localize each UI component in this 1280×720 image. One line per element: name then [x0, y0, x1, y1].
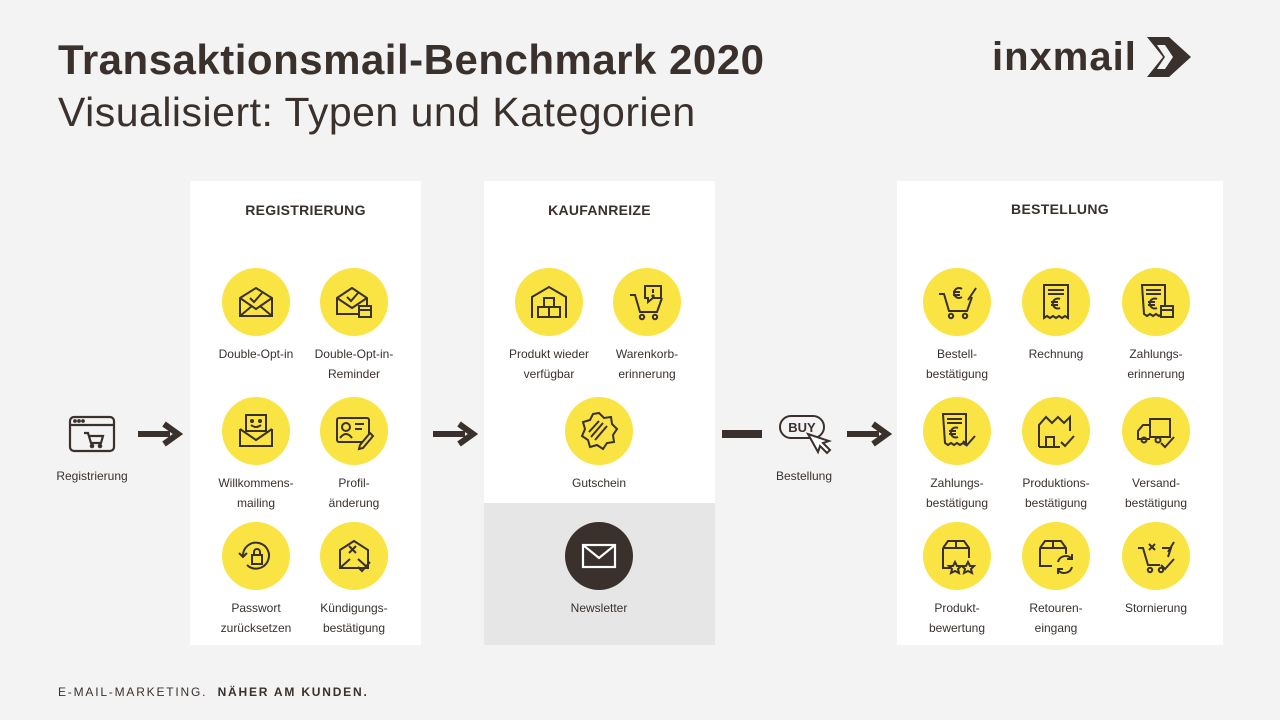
warehouse-icon [531, 285, 567, 318]
item-gutschein: Gutschein [544, 397, 654, 493]
item-willkommensmailing: Willkommens-mailing [201, 397, 311, 513]
arrow-icon [433, 421, 479, 447]
footer-right: NÄHER AM KUNDEN. [217, 685, 369, 699]
logo-mark-icon [1146, 37, 1191, 77]
item-warenkorb-erinnerung: Warenkorb-erinnerung [592, 268, 702, 384]
item-zahlungserinnerung: Zahlungs-erinnerung [1101, 268, 1211, 384]
connector-dash [722, 430, 762, 438]
start-label: Registrierung [56, 469, 128, 483]
page-subtitle: Visualisiert: Typen und Kategorien [58, 89, 696, 135]
item-stornierung: Stornierung [1101, 522, 1211, 618]
brand-logo: inxmail [992, 36, 1191, 78]
box-return-icon [1039, 540, 1073, 574]
cancel-confirm-icon [339, 539, 371, 573]
lock-reset-icon [238, 541, 270, 570]
payment-confirm-icon [941, 413, 976, 447]
envelope-check-icon [239, 286, 273, 317]
middle-bestellung: BUY Bestellung [749, 410, 859, 486]
page-title: Transaktionsmail-Benchmark 2020 [58, 36, 765, 83]
cart-cancel-icon [1138, 541, 1175, 574]
arrow-icon [138, 421, 184, 447]
payment-reminder-icon [1140, 284, 1174, 318]
item-retoureneingang: Retouren-eingang [1001, 522, 1111, 638]
logo-text: inxmail [992, 35, 1137, 79]
start-registrierung: Registrierung [37, 410, 147, 486]
invoice-icon [1043, 284, 1069, 320]
footer-left: E-MAIL-MARKETING. [58, 685, 208, 699]
arrow-icon [847, 421, 893, 447]
envelope-icon [581, 543, 617, 569]
cart-alert-icon [630, 285, 663, 321]
item-kuendigungsbestaetigung: Kündigungs-bestätigung [299, 522, 409, 638]
item-produktionsbestaetigung: Produktions-bestätigung [1001, 397, 1111, 513]
factory-check-icon [1038, 414, 1075, 448]
item-newsletter: Newsletter [544, 522, 654, 618]
profile-edit-icon [336, 417, 375, 451]
truck-check-icon [1137, 418, 1175, 449]
item-produktbewertung: Produkt-bewertung [902, 522, 1012, 638]
item-double-opt-in-reminder: Double-Opt-in- Reminder [299, 268, 409, 384]
item-zahlungsbestaetigung: Zahlungs-bestätigung [902, 397, 1012, 513]
item-produkt-wieder-verfuegbar: Produkt wieder verfügbar [494, 268, 604, 384]
item-versandbestaetigung: Versand-bestätigung [1101, 397, 1211, 513]
middle-label: Bestellung [775, 469, 833, 483]
box-stars-icon [942, 540, 977, 575]
voucher-icon [580, 411, 619, 451]
footer-tagline: E-MAIL-MARKETING. NÄHER AM KUNDEN. [58, 685, 369, 699]
item-bestellbestaetigung: Bestell-bestätigung [902, 268, 1012, 384]
cart-euro-icon [939, 287, 977, 320]
item-profilaenderung: Profil-änderung [299, 397, 409, 513]
buy-click-icon: BUY [774, 410, 834, 458]
envelope-calendar-icon [336, 286, 372, 318]
svg-text:BUY: BUY [788, 420, 816, 435]
envelope-smile-icon [239, 414, 273, 447]
item-rechnung: Rechnung [1001, 268, 1111, 364]
panel-title-registrierung: REGISTRIERUNG [245, 202, 366, 218]
panel-title-bestellung: BESTELLUNG [1011, 201, 1109, 217]
item-double-opt-in: Double-Opt-in [201, 268, 311, 364]
browser-cart-icon [62, 410, 122, 458]
item-passwort-zuruecksetzen: Passwort zurücksetzen [201, 522, 311, 638]
panel-title-kaufanreize: KAUFANREIZE [548, 202, 651, 218]
